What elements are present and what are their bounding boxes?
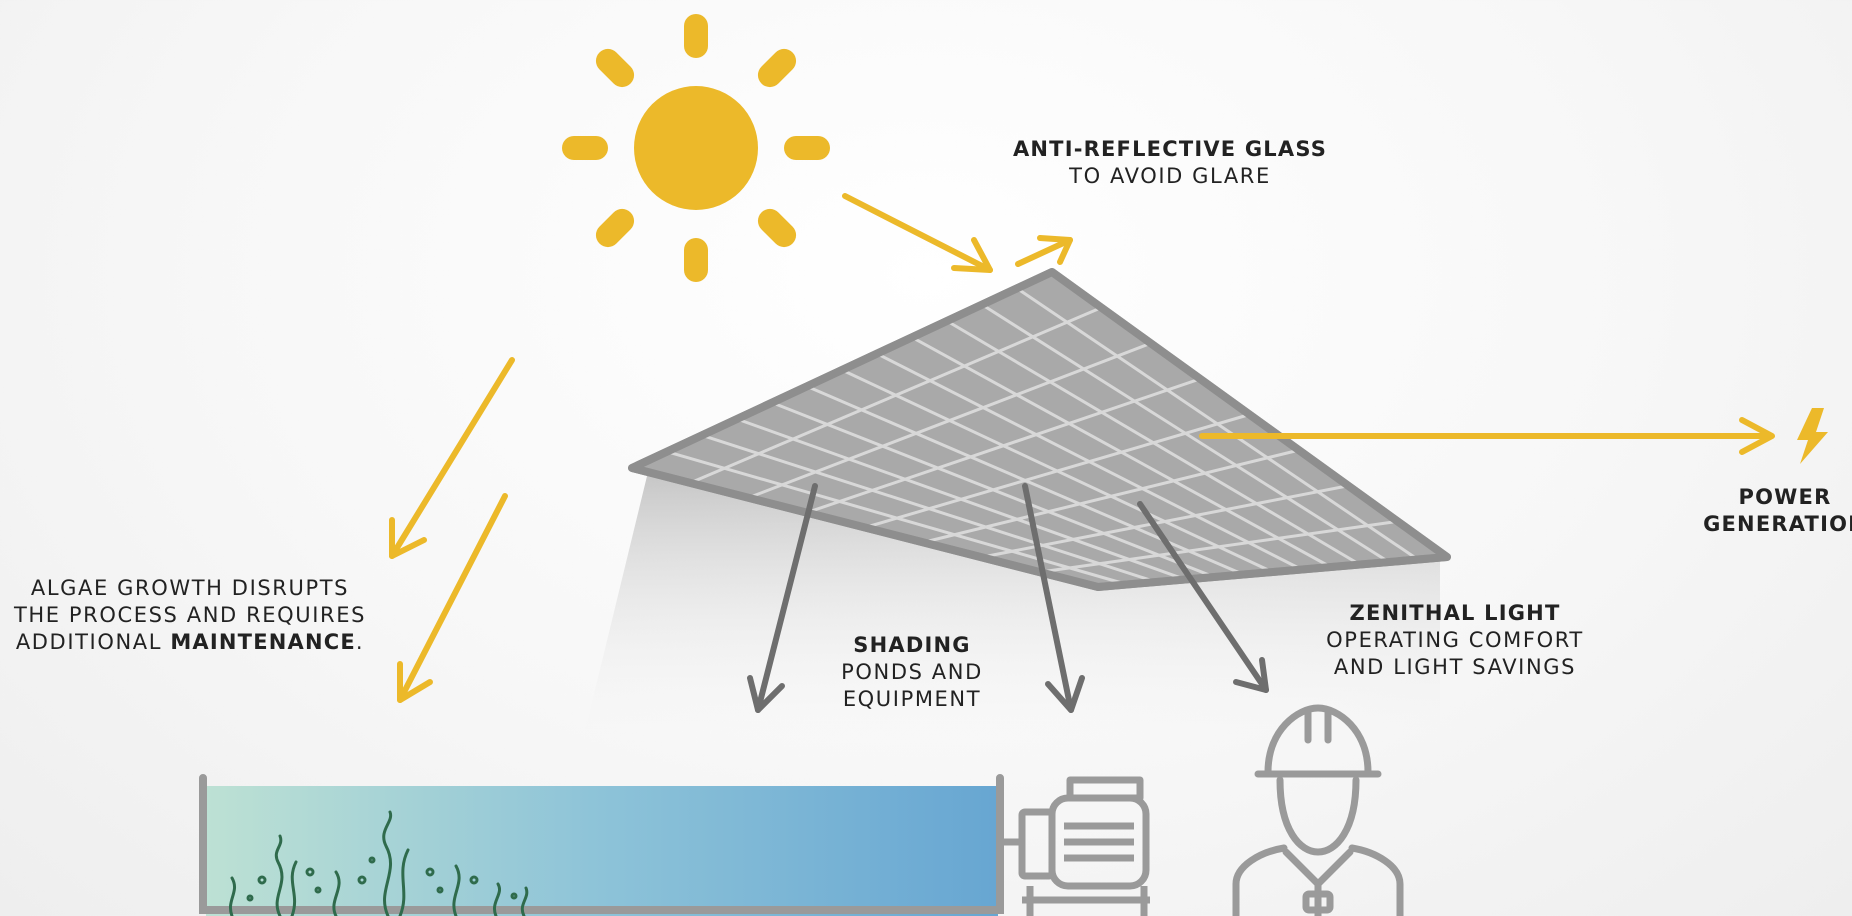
shading-label: SHADING PONDS AND EQUIPMENT (812, 632, 1012, 713)
panel-grid-line (1016, 287, 1419, 561)
panel-grid-line (806, 384, 1245, 576)
panel-grid-line (736, 417, 1186, 581)
power-generation-arrow (1199, 417, 1775, 455)
zenithal-title: ZENITHAL LIGHT (1349, 601, 1561, 625)
panel-shadow (578, 472, 1440, 760)
algae-growth-label: ALGAE GROWTH DISRUPTS THE PROCESS AND RE… (0, 575, 380, 656)
algae-icon (229, 810, 529, 916)
shading-line-2: EQUIPMENT (842, 687, 982, 711)
zenithal-line-1: OPERATING COMFORT (1326, 628, 1584, 652)
pump-icon (1004, 776, 1150, 916)
shading-title: SHADING (853, 633, 971, 657)
worker-icon (1232, 704, 1404, 916)
panel-grid-line (701, 433, 1157, 584)
solar-panel-icon (628, 268, 1451, 591)
sun-icon (562, 14, 830, 282)
sunlight-to-algae-arrow-2 (397, 493, 508, 703)
panel-grid-line (946, 319, 1361, 566)
algae-line-3: ADDITIONAL MAINTENANCE. (0, 629, 380, 656)
power-generation-label: POWER GENERATION (1680, 484, 1852, 538)
panel-grid-line (981, 303, 1390, 564)
anti-reflective-text: TO AVOID GLARE (1069, 164, 1271, 188)
power-line-1: POWER (1738, 485, 1832, 509)
zenithal-light-label: ZENITHAL LIGHT OPERATING COMFORT AND LIG… (1300, 600, 1610, 681)
zenithal-line-2: AND LIGHT SAVINGS (1333, 655, 1577, 679)
shading-arrow-pond (747, 483, 818, 713)
anti-reflective-title: ANTI-REFLECTIVE GLASS (1012, 137, 1328, 161)
panel-grid-line (876, 352, 1303, 571)
pond-icon (199, 774, 1004, 916)
anti-reflective-glass-label: ANTI-REFLECTIVE GLASS TO AVOID GLARE (1010, 136, 1330, 190)
panel-grid-line (771, 401, 1215, 579)
algae-line-1: ALGAE GROWTH DISRUPTS (30, 576, 350, 600)
algae-line-3-suffix: . (355, 630, 365, 654)
panel-grid-line (666, 450, 1128, 586)
panel-grid-line (841, 368, 1274, 574)
power-line-2: GENERATION (1703, 512, 1852, 536)
sunlight-to-algae-arrow-1 (389, 357, 515, 559)
algae-line-3-prefix: ADDITIONAL (15, 630, 163, 654)
shading-line-1: PONDS AND (841, 660, 983, 684)
algae-maintenance-bold: MAINTENANCE (170, 630, 356, 654)
zenithal-light-arrow (1137, 501, 1269, 693)
glare-reflection-arrow (1015, 235, 1073, 267)
shading-arrow-pump (1022, 483, 1085, 713)
sunlight-to-panel-arrow (842, 193, 993, 273)
panel-grid-line (911, 336, 1332, 569)
algae-line-2: THE PROCESS AND REQUIRES (13, 603, 367, 627)
lightning-bolt-icon (1797, 408, 1828, 464)
